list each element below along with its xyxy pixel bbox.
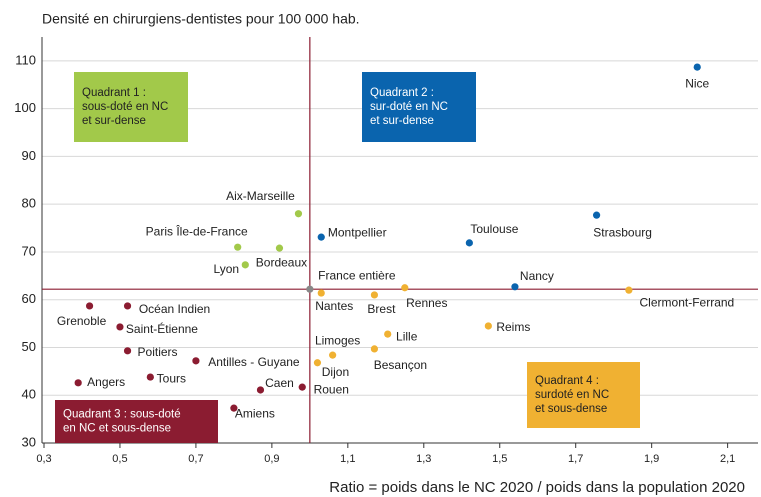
quadrant-text: surdoté en NC — [535, 389, 609, 401]
y-tick-label: 40 — [22, 387, 36, 402]
point-label: Antilles - Guyane — [208, 355, 300, 369]
point — [192, 357, 200, 365]
point-label: Reims — [496, 320, 530, 334]
point — [625, 286, 633, 294]
point-label: Saint-Étienne — [126, 321, 198, 336]
y-tick-label: 90 — [22, 148, 36, 163]
point — [85, 302, 94, 310]
point-label: Poitiers — [138, 345, 178, 359]
point-label: Océan Indien — [139, 302, 210, 316]
point — [370, 291, 379, 299]
point-label: Toulouse — [470, 222, 518, 236]
point — [146, 373, 154, 381]
point-label: Rouen — [314, 382, 349, 396]
point-label: Dijon — [322, 365, 349, 379]
y-tick-label: 100 — [14, 100, 36, 115]
point — [317, 289, 325, 297]
chart-title: Densité en chirurgiens-dentistes pour 10… — [42, 11, 360, 27]
quadrant-box — [362, 72, 476, 142]
point — [384, 330, 392, 338]
point-label: Nantes — [315, 299, 353, 313]
point — [329, 351, 337, 359]
quadrant-text: et sur-dense — [82, 115, 146, 127]
y-tick-label: 30 — [22, 434, 36, 449]
x-axis-label: Ratio = poids dans le NC 2020 / poids da… — [329, 479, 745, 496]
point — [230, 404, 238, 412]
point-label: Brest — [367, 302, 396, 316]
point — [234, 243, 242, 251]
y-tick-label: 110 — [15, 52, 36, 67]
quadrant-text: et sous-dense — [535, 403, 607, 415]
x-tick-label: 0,9 — [264, 453, 279, 465]
quadrant-box — [74, 72, 188, 142]
y-tick-label: 60 — [22, 291, 36, 306]
point-label: Besançon — [374, 358, 427, 372]
quadrant-text: et sur-dense — [370, 115, 434, 127]
x-tick-label: 1,1 — [340, 453, 355, 465]
y-tick-label: 50 — [22, 339, 36, 354]
point-label: Strasbourg — [593, 225, 652, 239]
point-label: Nice — [685, 76, 709, 90]
quadrant-text: sur-doté en NC — [370, 101, 448, 113]
point — [123, 347, 132, 355]
point — [123, 302, 132, 310]
point-label: Nancy — [520, 269, 554, 283]
y-tick-label: 80 — [22, 196, 36, 211]
quadrant-text: sous-doté en NC — [82, 101, 168, 113]
quadrant-box — [55, 400, 218, 443]
point-label: France entière — [318, 268, 396, 282]
x-tick-label: 0,3 — [36, 453, 51, 465]
point — [401, 284, 409, 292]
point — [74, 379, 82, 387]
point — [275, 244, 284, 252]
point-label: Lyon — [213, 262, 239, 276]
point-label: Bordeaux — [256, 255, 307, 269]
point-label: Aix-Marseille — [226, 189, 295, 203]
point-label: Paris Île-de-France — [146, 223, 248, 238]
point-label: Lille — [396, 329, 418, 343]
point — [241, 261, 249, 269]
point — [256, 386, 265, 394]
x-tick-label: 1,9 — [644, 453, 659, 465]
x-tick-label: 1,3 — [416, 453, 431, 465]
quadrant-text: Quadrant 1 : — [82, 87, 146, 99]
point — [511, 283, 519, 291]
x-tick-label: 2,1 — [720, 453, 735, 465]
quadrant-text: Quadrant 2 : — [370, 87, 434, 99]
point-label: Rennes — [406, 296, 447, 310]
quadrant-text: en NC et sous-dense — [63, 423, 171, 435]
point — [484, 322, 492, 330]
point-label: Montpellier — [328, 225, 387, 239]
x-tick-label: 0,5 — [112, 453, 127, 465]
point — [317, 233, 325, 241]
point-label: Angers — [87, 375, 125, 389]
point — [116, 323, 124, 331]
point-label: Grenoble — [57, 314, 107, 328]
x-tick-label: 1,7 — [568, 453, 583, 465]
point — [313, 359, 322, 367]
point-label: Caen — [265, 376, 294, 390]
point — [592, 211, 601, 219]
point — [298, 383, 306, 391]
point — [294, 210, 303, 218]
point — [306, 285, 314, 293]
point-label: Tours — [157, 371, 186, 385]
quadrant-box — [527, 362, 640, 428]
x-tick-label: 0,7 — [188, 453, 203, 465]
point-label: Limoges — [315, 333, 360, 347]
y-tick-label: 70 — [22, 243, 36, 258]
x-tick-label: 1,5 — [492, 453, 507, 465]
point — [693, 63, 701, 71]
quadrant-text: Quadrant 4 : — [535, 375, 599, 387]
point — [465, 239, 473, 247]
point — [370, 345, 379, 353]
quadrant-text: Quadrant 3 : sous-doté — [63, 409, 181, 421]
point-label: Clermont-Ferrand — [640, 295, 735, 309]
point-label: Amiens — [235, 406, 275, 420]
